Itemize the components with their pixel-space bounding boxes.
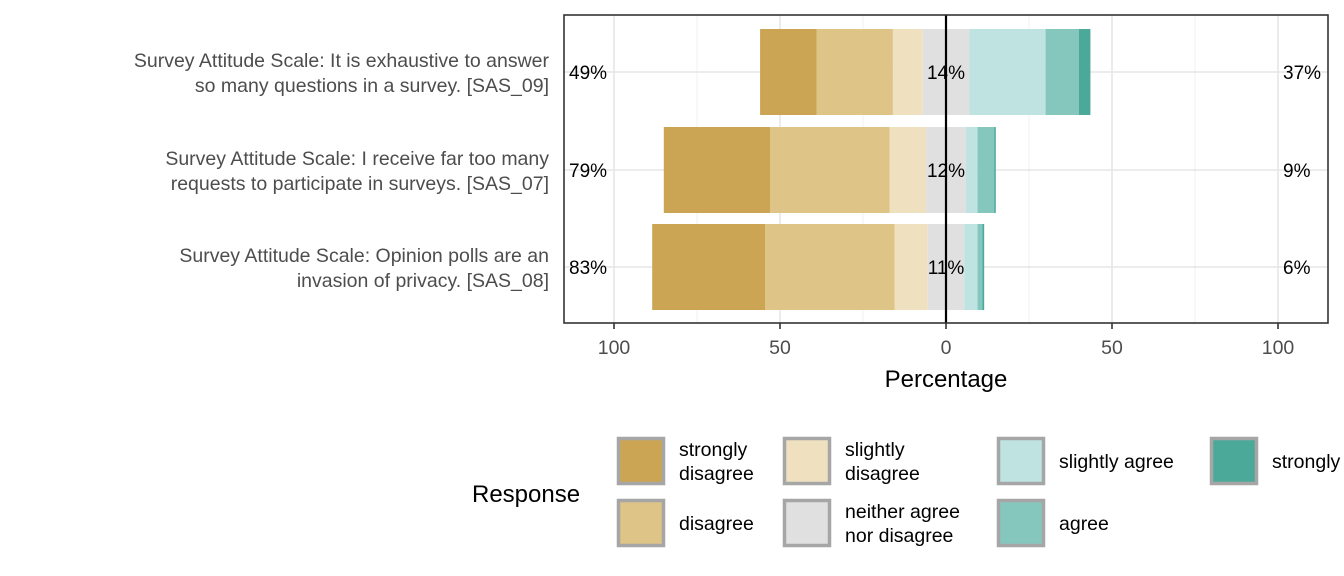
bar-segment-0-6 (1078, 29, 1091, 115)
legend-key-2 (782, 436, 832, 486)
legend-key-4 (996, 436, 1046, 486)
right-percent-label: 6% (1283, 258, 1311, 279)
legend-key-6 (1209, 436, 1259, 486)
legend-label: disagree (679, 463, 754, 485)
legend-label: slightly agree (1059, 451, 1174, 473)
legend-title: Response (472, 481, 580, 508)
legend-label: disagree (845, 463, 920, 485)
bar-segment-1-4 (965, 127, 978, 213)
left-percent-label: 79% (569, 161, 607, 182)
x-tick-label: 50 (769, 337, 791, 359)
x-tick-label: 100 (1262, 337, 1295, 359)
bar-segment-1-6 (994, 127, 996, 213)
category-label-line: Survey Attitude Scale: I receive far too… (165, 148, 549, 170)
bar-segment-2-1 (765, 224, 895, 310)
x-tick-label: 100 (598, 337, 631, 359)
bar-segment-1-0 (663, 127, 771, 213)
legend-label: strongly (679, 439, 748, 461)
bar-segment-2-4 (964, 224, 978, 310)
bar-segment-1-1 (770, 127, 890, 213)
legend-label: disagree (679, 513, 754, 535)
bar-segment-0-4 (969, 29, 1046, 115)
legend-label: neither agree (845, 501, 960, 523)
category-label-line: invasion of privacy. [SAS_08] (297, 270, 549, 292)
bar-segment-2-6 (982, 224, 985, 310)
legend-key-5 (996, 498, 1046, 548)
x-tick-label: 0 (941, 337, 952, 359)
legend-label: slightly (845, 439, 905, 461)
center-percent-label: 11% (928, 258, 965, 279)
left-percent-label: 83% (569, 258, 607, 279)
legend-key-0 (616, 436, 666, 486)
legend-label: agree (1059, 513, 1109, 535)
bar-segment-1-5 (977, 127, 995, 213)
bar-segment-0-1 (816, 29, 893, 115)
category-label-line: Survey Attitude Scale: It is exhaustive … (134, 50, 550, 72)
category-label-line: requests to participate in surveys. [SAS… (171, 173, 549, 195)
bar-segment-2-5 (977, 224, 983, 310)
legend-label: strongly agree (1272, 451, 1344, 473)
x-axis-title: Percentage (885, 366, 1008, 393)
right-percent-label: 9% (1283, 161, 1311, 182)
bar-segment-0-2 (892, 29, 923, 115)
bar-segment-0-5 (1045, 29, 1079, 115)
category-label-line: Survey Attitude Scale: Opinion polls are… (179, 245, 549, 267)
center-percent-label: 12% (927, 161, 965, 182)
category-label-line: so many questions in a survey. [SAS_09] (195, 75, 549, 97)
bar-segment-1-2 (889, 127, 927, 213)
center-percent-label: 14% (927, 63, 965, 84)
legend-label: nor disagree (845, 525, 953, 547)
legend-key-3 (782, 498, 832, 548)
legend-key-1 (616, 498, 666, 548)
bar-segment-0-0 (760, 29, 817, 115)
bar-segment-2-2 (894, 224, 928, 310)
bar-segment-2-0 (652, 224, 766, 310)
right-percent-label: 37% (1283, 63, 1321, 84)
left-percent-label: 49% (569, 63, 607, 84)
x-tick-label: 50 (1101, 337, 1123, 359)
